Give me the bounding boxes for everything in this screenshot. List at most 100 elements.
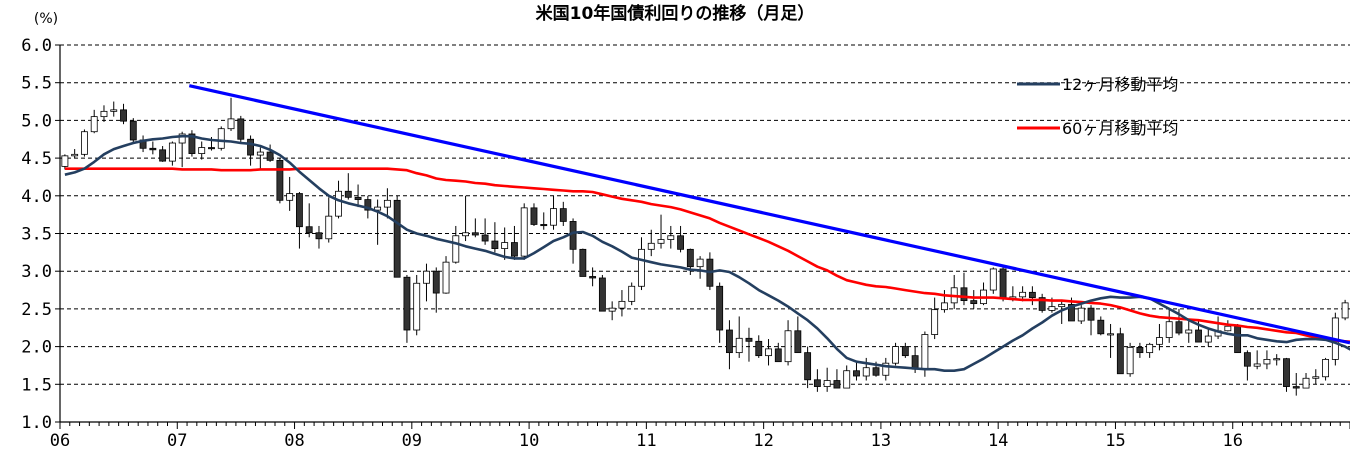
y-tick-label: 2.0	[21, 338, 52, 358]
x-tick-label: 09	[402, 431, 422, 451]
candle-body	[970, 300, 978, 305]
candle-body	[1087, 307, 1095, 321]
candle-body	[559, 208, 567, 222]
candle-body	[256, 151, 264, 156]
candle-body	[178, 133, 186, 144]
candle-body	[667, 235, 675, 240]
x-tick-label: 10	[519, 431, 539, 451]
candle-body	[1185, 329, 1193, 334]
candle-body	[823, 380, 831, 387]
y-tick-label: 6.0	[21, 36, 52, 56]
x-tick-label: 11	[636, 431, 656, 451]
candle-body	[755, 340, 763, 357]
x-tick-label: 15	[1105, 431, 1125, 451]
candle-body	[1058, 303, 1066, 308]
trendline	[188, 84, 1350, 345]
candle-body	[618, 300, 626, 309]
y-axis: 1.0 1.5 2.0 2.5 3.0 3.5 4.0 4.5 5.0 5.5 6.0	[21, 36, 61, 433]
candle-body	[1175, 321, 1183, 334]
candle-body	[432, 270, 440, 294]
candle-body	[374, 206, 382, 211]
candle-body	[550, 208, 557, 226]
candle-body	[1116, 333, 1124, 375]
candle-body	[892, 346, 899, 364]
candle-body	[1126, 346, 1134, 375]
candle-body	[647, 242, 655, 250]
candle-body	[335, 190, 342, 217]
candle-body	[1038, 297, 1046, 311]
candle-body	[1146, 343, 1154, 354]
legend: 12ヶ月移動平均 60ヶ月移動平均	[1017, 75, 1178, 138]
moving-average-lines	[64, 84, 1350, 373]
candle-body	[794, 330, 802, 354]
candle-body	[1204, 335, 1212, 343]
legend-label-ma60: 60ヶ月移動平均	[1062, 119, 1178, 138]
candle-body	[598, 277, 606, 312]
candle-body	[393, 199, 401, 278]
candle-body	[403, 276, 411, 331]
candle-body	[1028, 291, 1036, 298]
candle-body	[941, 302, 948, 311]
candle-body	[227, 118, 235, 130]
candle-body	[530, 207, 538, 225]
chart-title: 米国10年国債利回りの推移（月足）	[536, 3, 815, 24]
candle-body	[71, 153, 79, 157]
candle-body	[872, 367, 880, 376]
candle-body	[237, 118, 245, 140]
x-tick-label: 08	[284, 431, 304, 451]
candle-body	[735, 337, 743, 354]
candle-body	[129, 120, 137, 141]
candle-body	[90, 116, 98, 133]
candle-body	[452, 235, 460, 263]
candle-body	[1312, 376, 1320, 379]
candle-body	[462, 232, 469, 237]
x-tick-label: 12	[753, 431, 773, 451]
candle-body	[198, 147, 206, 154]
candle-body	[511, 242, 518, 257]
candle-body	[1263, 359, 1271, 365]
candle-body	[677, 235, 684, 250]
candle-body	[1068, 303, 1075, 322]
candle-body	[716, 285, 724, 331]
candle-body	[1048, 306, 1056, 311]
candle-body	[1165, 321, 1173, 338]
candle-body	[589, 276, 597, 279]
candle-body	[501, 242, 509, 249]
y-tick-label: 5.5	[21, 74, 52, 94]
unit-label: (%)	[34, 11, 58, 27]
candle-body	[1253, 363, 1261, 367]
candle-body	[296, 193, 303, 228]
candle-body	[1273, 358, 1281, 361]
x-tick-label: 07	[167, 431, 187, 451]
x-tick-label: 06	[50, 431, 70, 451]
candle-body	[61, 155, 69, 167]
candle-body	[765, 348, 772, 357]
candle-body	[120, 109, 127, 122]
legend-label-ma12: 12ヶ月移動平均	[1062, 75, 1178, 94]
candle-body	[1195, 329, 1202, 343]
candle-body	[813, 379, 821, 387]
candle-body	[1224, 325, 1232, 332]
candle-body	[1097, 319, 1105, 335]
candle-body	[628, 285, 636, 302]
candle-body	[1243, 352, 1251, 367]
candle-body	[1302, 377, 1310, 389]
candle-body	[1322, 359, 1329, 378]
candle-body	[159, 149, 167, 162]
candle-body	[686, 248, 694, 268]
candle-body	[1136, 346, 1144, 354]
candle-body	[804, 352, 812, 381]
candle-body	[696, 258, 704, 268]
candle-body	[540, 224, 548, 227]
candle-body	[1019, 291, 1027, 298]
candle-body	[491, 240, 499, 249]
candle-body	[608, 307, 616, 312]
candle-body	[726, 329, 733, 354]
candle-body	[413, 282, 421, 331]
candle-body	[579, 248, 587, 277]
candle-body	[1107, 333, 1114, 336]
candle-body	[657, 239, 665, 244]
candle-body	[1283, 358, 1290, 387]
candle-body	[1234, 325, 1242, 354]
candle-body	[217, 128, 225, 149]
